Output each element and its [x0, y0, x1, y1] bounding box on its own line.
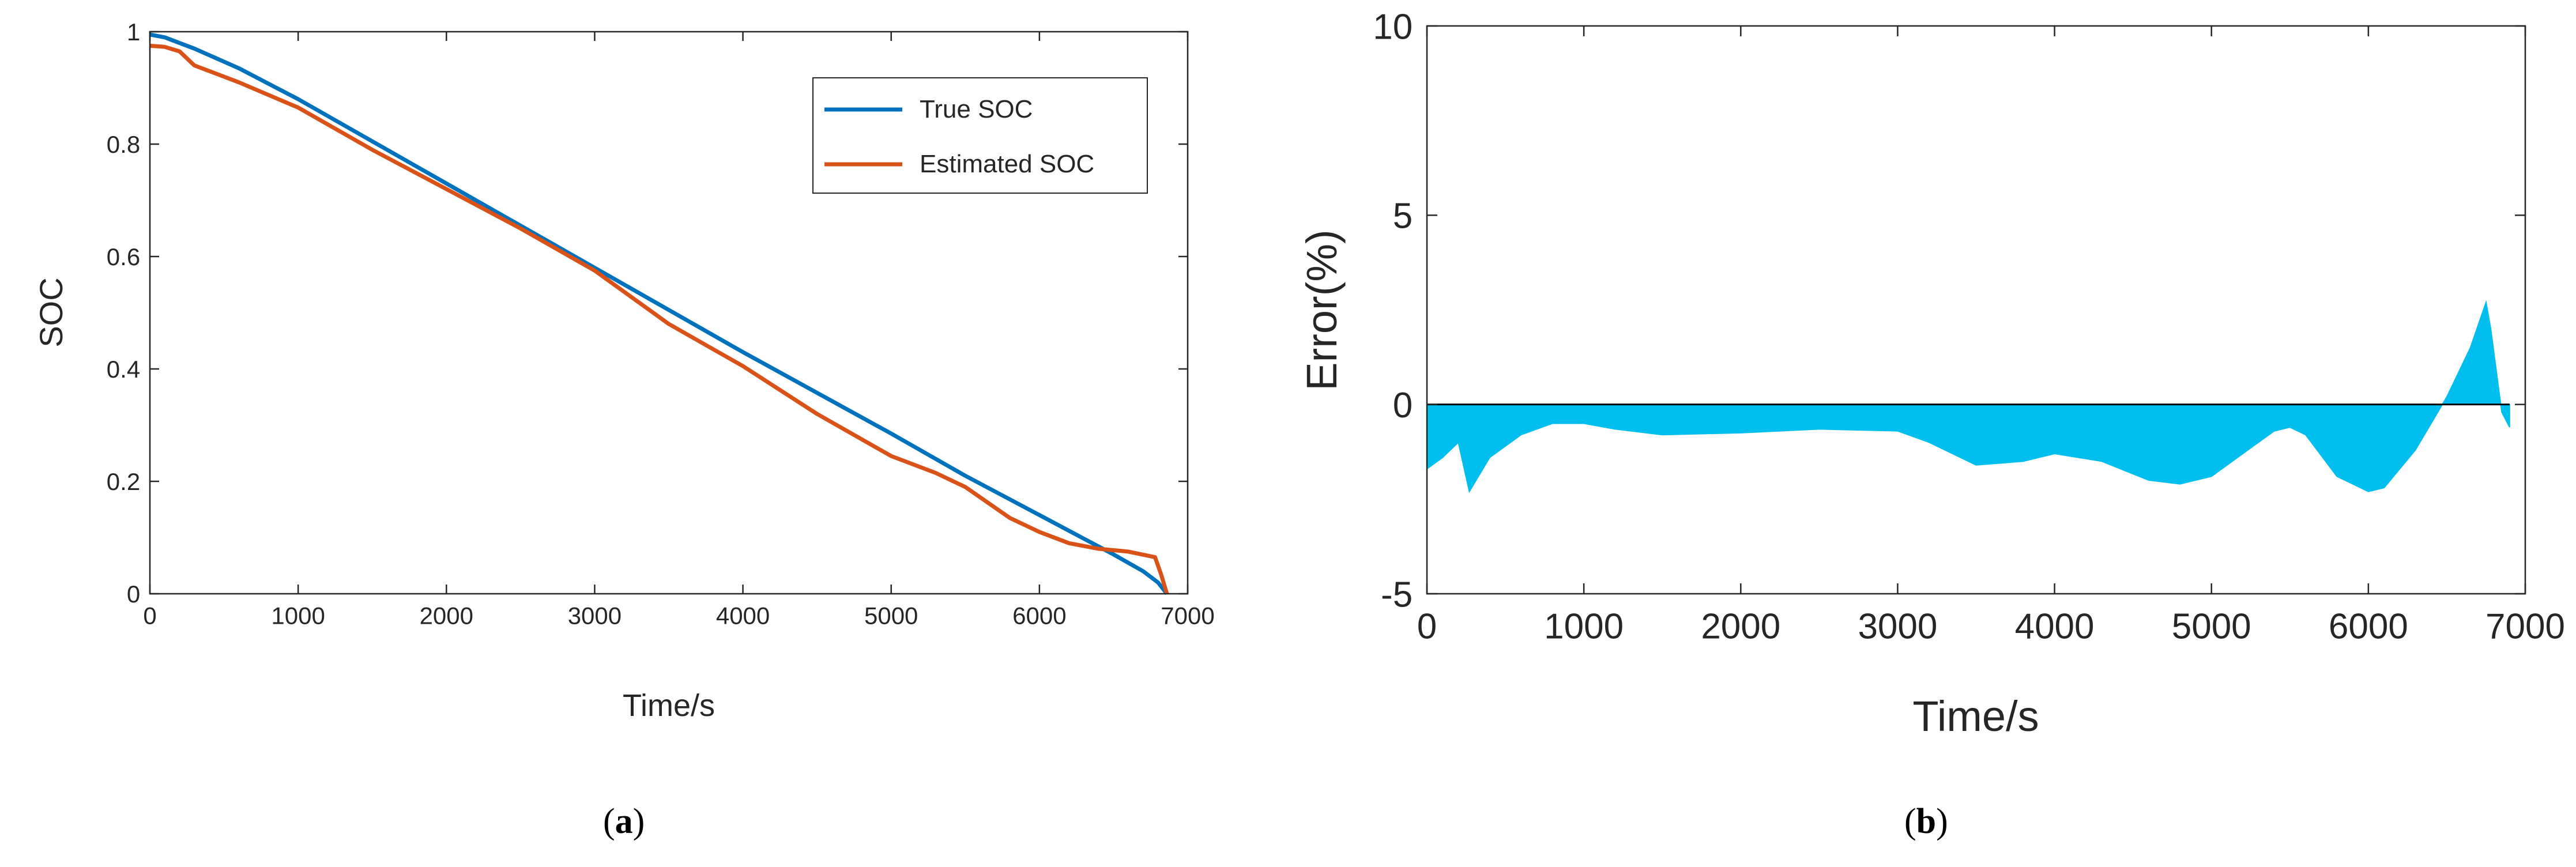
chart-b-xtick-label: 7000: [2485, 607, 2565, 647]
chart-b-xtick-label: 4000: [2015, 607, 2095, 647]
chart-a-xtick-label: 0: [143, 602, 156, 629]
chart-a-ylabel: SOC: [33, 277, 69, 347]
chart-b-xtick-label: 5000: [2172, 607, 2251, 647]
chart-a-xtick-label: 1000: [271, 602, 325, 629]
chart-b-ylabel: Error(%): [1298, 229, 1346, 391]
chart-a-xtick-label: 5000: [864, 602, 918, 629]
chart-b-ytick-label: 0: [1393, 386, 1413, 425]
chart-a-ytick-label: 1: [127, 18, 140, 46]
chart-b-xtick-label: 0: [1417, 607, 1437, 647]
chart-a-ytick-label: 0.4: [107, 356, 140, 383]
chart-a-ticks: 0 1000 2000 3000 4000 5000 6000 7000 0 0.2 0.4 0.6 0…: [107, 18, 1215, 629]
chart-b-ytick-label: 5: [1393, 197, 1413, 236]
chart-a-ytick-label: 0: [127, 580, 140, 608]
caption-b-letter: b: [1916, 802, 1937, 841]
chart-a-lines: [149, 32, 1169, 595]
chart-a-axes-box: [149, 31, 1189, 595]
chart-b-xtick-label: 2000: [1701, 607, 1780, 647]
chart-b-plot-area: [1427, 26, 2525, 594]
chart-a-legend: True SOC Estimated SOC: [812, 77, 1148, 194]
caption-b-open: (: [1904, 802, 1916, 841]
chart-b-xtick-label: 1000: [1544, 607, 1624, 647]
series-line-estimated-soc: [149, 43, 1169, 595]
series-line-true-soc: [149, 32, 1169, 595]
legend-estimated-soc-label: Estimated SOC: [920, 150, 1094, 178]
chart-b-xtick-label: 6000: [2329, 607, 2408, 647]
chart-b-xlabel: Time/s: [1912, 692, 2039, 740]
chart-b-xtick-label: 3000: [1858, 607, 1937, 647]
chart-a-ytick-label: 0.8: [107, 131, 140, 158]
chart-a-xtick-label: 4000: [716, 602, 770, 629]
caption-a: (a): [603, 801, 645, 842]
chart-b-area: [1426, 300, 2510, 493]
caption-b: (b): [1904, 801, 1948, 842]
series-area-error: [1426, 300, 2510, 493]
caption-a-close: ): [632, 802, 645, 841]
chart-b-ytick-label: 10: [1373, 7, 1413, 47]
legend-true-soc-label: True SOC: [920, 95, 1033, 123]
chart-a-xtick-label: 6000: [1012, 602, 1066, 629]
chart-b-axes-box: [1426, 25, 2526, 595]
caption-a-letter: a: [615, 802, 633, 841]
chart-a-ytick-label: 0.6: [107, 243, 140, 270]
caption-a-open: (: [603, 802, 615, 841]
caption-b-close: ): [1936, 802, 1948, 841]
legend-box: [812, 77, 1148, 194]
chart-a-xtick-label: 3000: [568, 602, 622, 629]
chart-a-xlabel: Time/s: [623, 688, 715, 723]
chart-b-ytick-label: -5: [1381, 575, 1413, 615]
chart-a-xtick-label: 7000: [1161, 602, 1214, 629]
chart-a: 0 1000 2000 3000 4000 5000 6000 7000 0 0.2 0.4 0.6 0…: [33, 18, 1215, 723]
chart-a-xtick-label: 2000: [420, 602, 473, 629]
chart-a-ytick-label: 0.2: [107, 468, 140, 495]
